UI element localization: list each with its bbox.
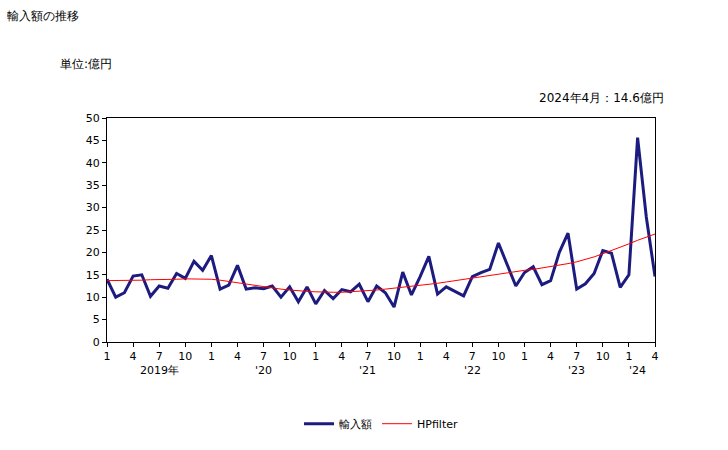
svg-text:4: 4: [547, 350, 554, 363]
svg-text:1: 1: [417, 350, 424, 363]
svg-text:40: 40: [86, 157, 100, 170]
svg-text:4: 4: [443, 350, 450, 363]
svg-text:HPfilter: HPfilter: [417, 418, 458, 431]
svg-text:輸入額: 輸入額: [339, 418, 372, 431]
svg-text:0: 0: [93, 336, 100, 349]
svg-text:'24: '24: [629, 364, 646, 377]
svg-text:2024年4月：14.6億円: 2024年4月：14.6億円: [539, 91, 664, 105]
svg-text:1: 1: [104, 350, 111, 363]
svg-text:7: 7: [364, 350, 371, 363]
svg-text:10: 10: [86, 291, 100, 304]
svg-text:2019年: 2019年: [140, 364, 179, 377]
svg-text:7: 7: [156, 350, 163, 363]
svg-text:45: 45: [86, 134, 100, 147]
svg-text:7: 7: [260, 350, 267, 363]
svg-text:15: 15: [86, 269, 100, 282]
svg-text:20: 20: [86, 246, 100, 259]
svg-text:'23: '23: [568, 364, 585, 377]
svg-text:1: 1: [312, 350, 319, 363]
svg-text:10: 10: [178, 350, 192, 363]
svg-text:4: 4: [130, 350, 137, 363]
svg-text:10: 10: [387, 350, 401, 363]
svg-text:1: 1: [208, 350, 215, 363]
svg-text:30: 30: [86, 201, 100, 214]
svg-text:50: 50: [86, 112, 100, 125]
svg-text:単位:億円: 単位:億円: [60, 57, 112, 71]
svg-text:'21: '21: [359, 364, 376, 377]
svg-text:1: 1: [521, 350, 528, 363]
svg-text:10: 10: [283, 350, 297, 363]
svg-text:25: 25: [86, 224, 100, 237]
svg-text:5: 5: [93, 313, 100, 326]
svg-text:35: 35: [86, 179, 100, 192]
svg-text:輸入額の推移: 輸入額の推移: [7, 9, 79, 23]
svg-text:4: 4: [234, 350, 241, 363]
svg-text:7: 7: [469, 350, 476, 363]
svg-text:4: 4: [652, 350, 659, 363]
svg-text:'22: '22: [464, 364, 481, 377]
svg-text:1: 1: [625, 350, 632, 363]
svg-text:10: 10: [596, 350, 610, 363]
svg-text:4: 4: [338, 350, 345, 363]
svg-text:10: 10: [491, 350, 505, 363]
svg-text:'20: '20: [255, 364, 272, 377]
svg-text:7: 7: [573, 350, 580, 363]
